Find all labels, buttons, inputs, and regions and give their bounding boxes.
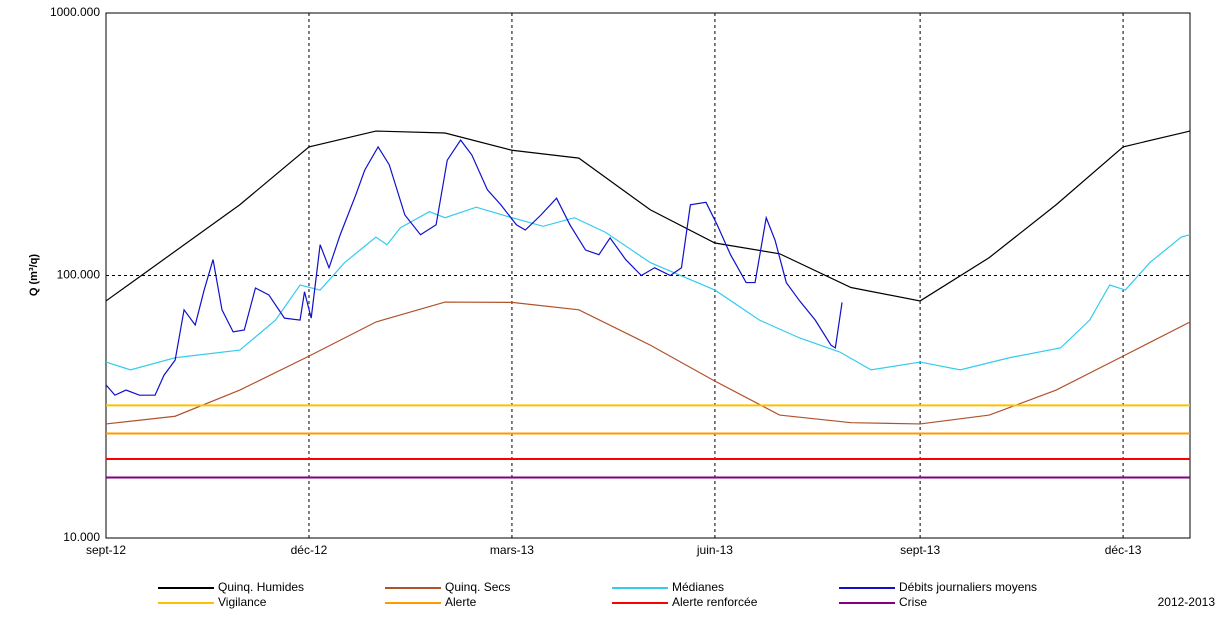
legend-label: Quinq. Humides: [218, 580, 304, 594]
x-tick-label: déc-13: [1105, 543, 1142, 557]
legend-label: Alerte: [445, 595, 477, 609]
x-tick-label: juin-13: [696, 543, 733, 557]
legend-label: Médianes: [672, 580, 724, 594]
x-tick-label: sept-12: [86, 543, 126, 557]
x-tick-label: déc-12: [291, 543, 328, 557]
series-line: [105, 301, 1191, 425]
legend-label: Quinq. Secs: [445, 580, 510, 594]
y-tick-label: 1000.000: [50, 5, 100, 19]
series-line: [105, 206, 1191, 371]
y-tick-label: 100.000: [57, 268, 101, 282]
legend-label: Vigilance: [218, 595, 267, 609]
legend-label: Crise: [899, 595, 927, 609]
y-tick-label: 10.000: [63, 530, 100, 544]
x-tick-label: mars-13: [490, 543, 534, 557]
legend-label: Alerte renforcée: [672, 595, 758, 609]
footer: 2012-2013: [1158, 595, 1216, 609]
series-line: [105, 139, 843, 396]
legend-label: Débits journaliers moyens: [899, 580, 1037, 594]
y-axis-label: Q (m³/q): [28, 254, 40, 296]
series-line: [105, 130, 1191, 302]
x-tick-label: sept-13: [900, 543, 940, 557]
